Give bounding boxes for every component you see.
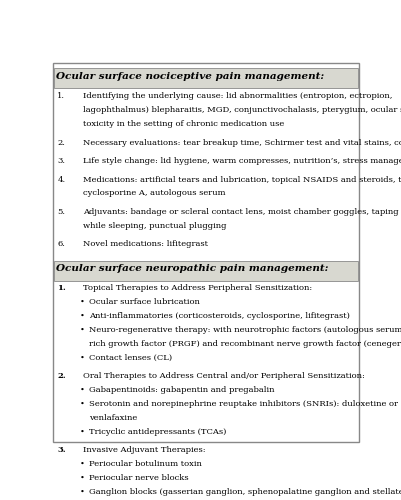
Text: 2.: 2. bbox=[57, 138, 65, 146]
Text: 3.: 3. bbox=[57, 446, 66, 454]
Text: •: • bbox=[80, 428, 85, 436]
Text: Ganglion blocks (gasserian ganglion, sphenopalatine ganglion and stellate gangli: Ganglion blocks (gasserian ganglion, sph… bbox=[89, 488, 401, 496]
Text: 5.: 5. bbox=[57, 208, 65, 216]
Text: •: • bbox=[80, 474, 85, 482]
FancyBboxPatch shape bbox=[54, 260, 357, 280]
Text: •: • bbox=[80, 386, 85, 394]
Text: •: • bbox=[80, 488, 85, 496]
Text: Ocular surface lubrication: Ocular surface lubrication bbox=[89, 298, 200, 306]
Text: Neuro-regenerative therapy: with neurotrophic factors (autologous serum), platel: Neuro-regenerative therapy: with neurotr… bbox=[89, 326, 401, 334]
Text: Medications: artificial tears and lubrication, topical NSAIDS and steroids, topi: Medications: artificial tears and lubric… bbox=[83, 176, 401, 184]
Text: Ocular surface nociceptive pain management:: Ocular surface nociceptive pain manageme… bbox=[56, 72, 324, 82]
Text: 1.: 1. bbox=[57, 284, 66, 292]
Text: rich growth factor (PRGF) and recombinant nerve growth factor (cenegermin): rich growth factor (PRGF) and recombinan… bbox=[89, 340, 401, 348]
Text: 4.: 4. bbox=[57, 176, 65, 184]
Text: Ocular surface neuropathic pain management:: Ocular surface neuropathic pain manageme… bbox=[56, 264, 328, 274]
Text: Invasive Adjuvant Therapies:: Invasive Adjuvant Therapies: bbox=[83, 446, 205, 454]
Text: •: • bbox=[80, 460, 85, 468]
Text: 1.: 1. bbox=[57, 92, 65, 100]
Text: lagophthalmus) blepharaitis, MGD, conjunctivochalasis, pterygium, ocular surface: lagophthalmus) blepharaitis, MGD, conjun… bbox=[83, 106, 401, 114]
Text: Anti-inflammatories (corticosteroids, cyclosporine, lifitegrast): Anti-inflammatories (corticosteroids, cy… bbox=[89, 312, 349, 320]
Text: •: • bbox=[80, 400, 85, 408]
Text: •: • bbox=[80, 312, 85, 320]
Text: Novel medications: lifitegrast: Novel medications: lifitegrast bbox=[83, 240, 207, 248]
Text: Periocular botulinum toxin: Periocular botulinum toxin bbox=[89, 460, 202, 468]
Text: Gabapentinoids: gabapentin and pregabalin: Gabapentinoids: gabapentin and pregabali… bbox=[89, 386, 274, 394]
Text: Adjuvants: bandage or scleral contact lens, moist chamber goggles, taping eyelid: Adjuvants: bandage or scleral contact le… bbox=[83, 208, 401, 216]
Text: •: • bbox=[80, 298, 85, 306]
Text: •: • bbox=[80, 326, 85, 334]
Text: Life style change: lid hygiene, warm compresses, nutrition’s, stress management: Life style change: lid hygiene, warm com… bbox=[83, 157, 401, 165]
FancyBboxPatch shape bbox=[54, 68, 357, 88]
Text: Tricyclic antidepressants (TCAs): Tricyclic antidepressants (TCAs) bbox=[89, 428, 226, 436]
Text: Contact lenses (CL): Contact lenses (CL) bbox=[89, 354, 172, 362]
Text: Necessary evaluations: tear breakup time, Schirmer test and vital stains, cornea: Necessary evaluations: tear breakup time… bbox=[83, 138, 401, 146]
Text: Topical Therapies to Address Peripheral Sensitization:: Topical Therapies to Address Peripheral … bbox=[83, 284, 312, 292]
Text: while sleeping, punctual plugging: while sleeping, punctual plugging bbox=[83, 222, 226, 230]
Text: Serotonin and norepinephrine reuptake inhibitors (SNRIs): duloxetine or: Serotonin and norepinephrine reuptake in… bbox=[89, 400, 397, 408]
Text: 3.: 3. bbox=[57, 157, 65, 165]
Text: 6.: 6. bbox=[57, 240, 65, 248]
FancyBboxPatch shape bbox=[53, 63, 358, 442]
Text: Identifying the underlying cause: lid abnormalities (entropion, ectropion,: Identifying the underlying cause: lid ab… bbox=[83, 92, 391, 100]
Text: cyclosporine A, autologous serum: cyclosporine A, autologous serum bbox=[83, 190, 225, 198]
Text: •: • bbox=[80, 354, 85, 362]
Text: Oral Therapies to Address Central and/or Peripheral Sensitization:: Oral Therapies to Address Central and/or… bbox=[83, 372, 364, 380]
Text: Periocular nerve blocks: Periocular nerve blocks bbox=[89, 474, 188, 482]
Text: venlafaxine: venlafaxine bbox=[89, 414, 137, 422]
Text: 2.: 2. bbox=[57, 372, 66, 380]
Text: toxicity in the setting of chronic medication use: toxicity in the setting of chronic medic… bbox=[83, 120, 284, 128]
